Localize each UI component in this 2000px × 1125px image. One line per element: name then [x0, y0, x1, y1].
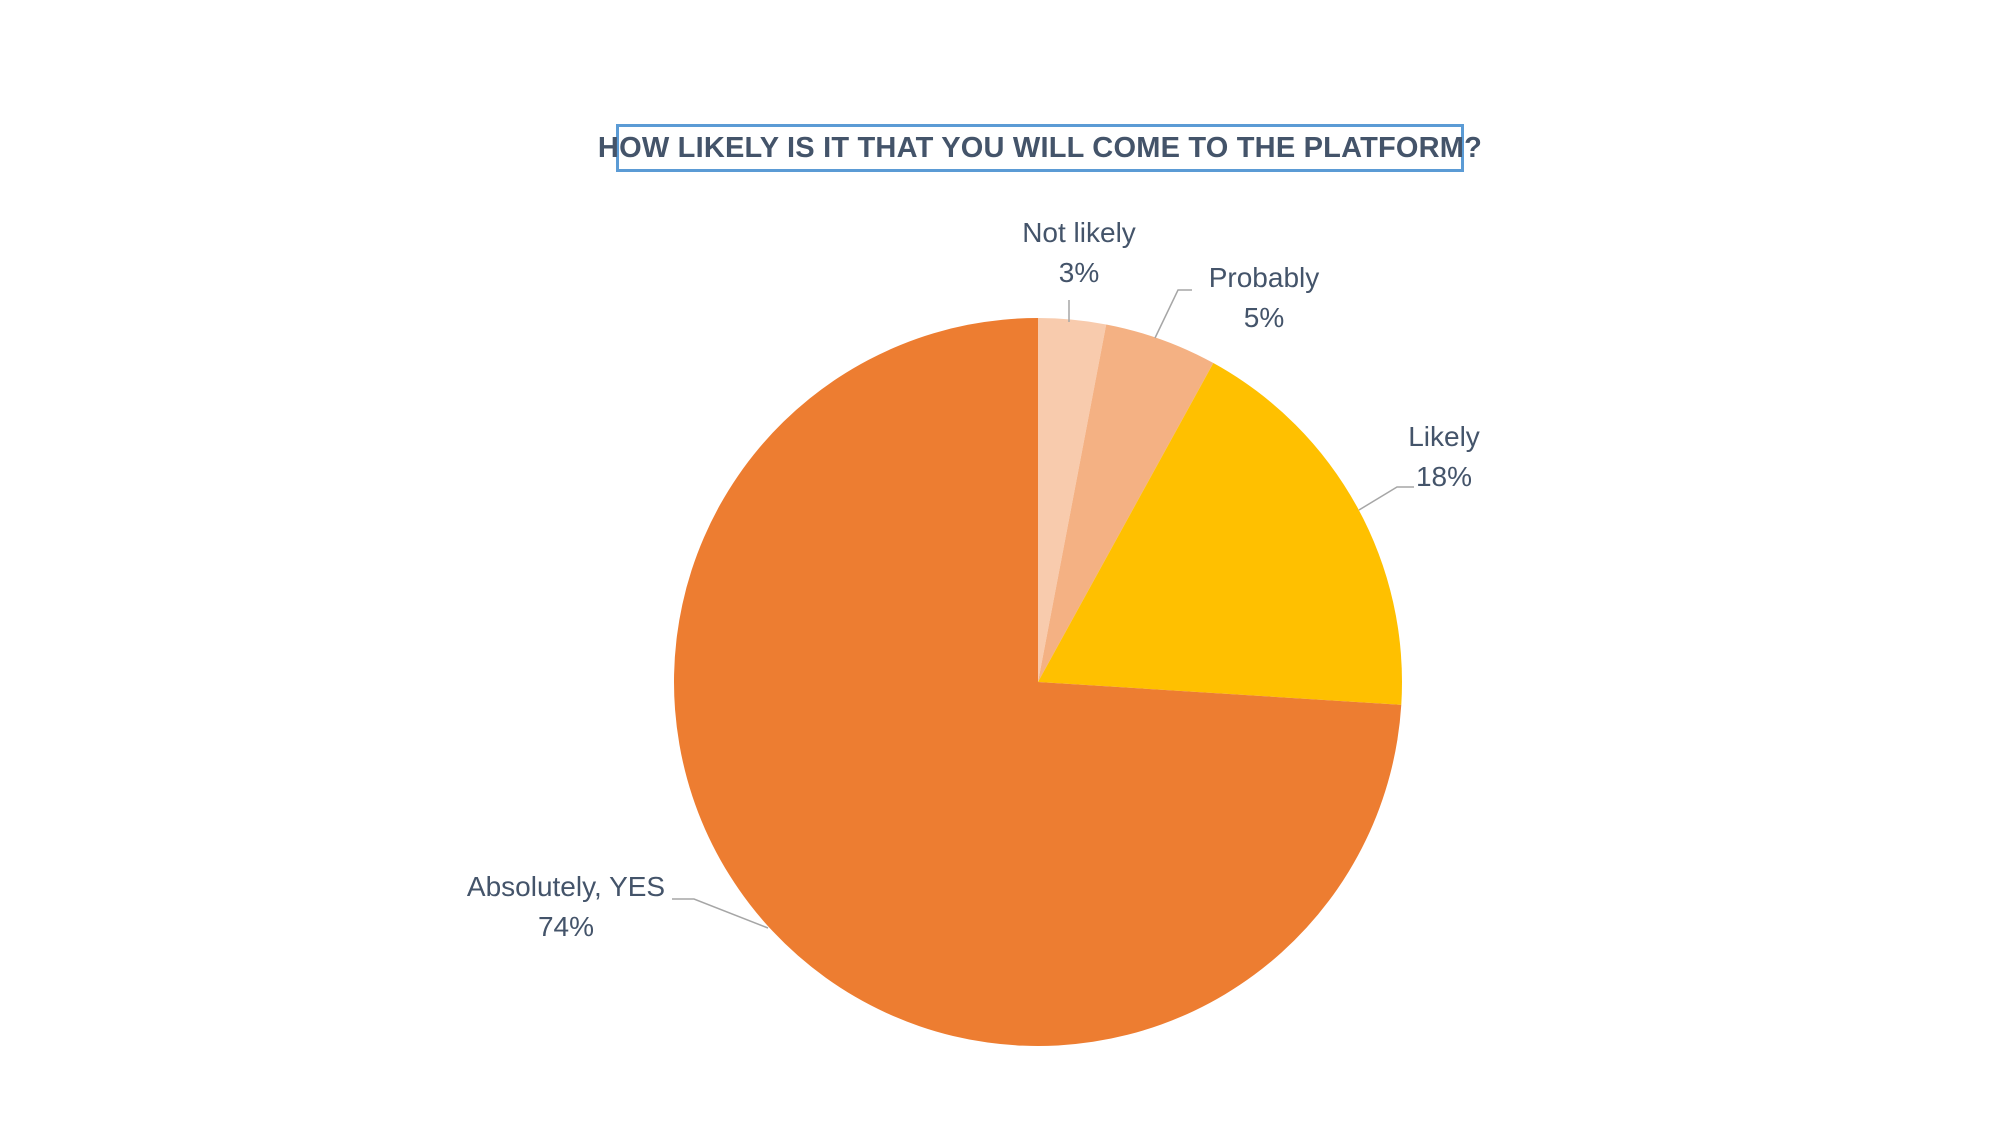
chart-title-text: HOW LIKELY IS IT THAT YOU WILL COME TO T…	[597, 131, 1483, 164]
leader-line-probably	[1154, 289, 1192, 339]
data-labels: Not likely 3% Probably 5% Likely 18% Absolutel…	[467, 217, 1480, 942]
data-label-category-probably: Probably	[1209, 262, 1320, 293]
pie-slice-likely	[1038, 363, 1402, 705]
leader-lines	[672, 289, 1414, 929]
pie-slice-probably	[1038, 324, 1214, 682]
pie-slice-not-likely	[1038, 318, 1107, 682]
data-label-category-likely: Likely	[1408, 421, 1480, 452]
chart-title: HOW LIKELY IS IT THAT YOU WILL COME TO T…	[598, 124, 1482, 172]
data-label-value-probably: 5%	[1244, 302, 1284, 333]
data-label-category-absolutely-yes: Absolutely, YES	[467, 871, 665, 902]
data-label-value-absolutely-yes: 74%	[538, 911, 594, 942]
leader-line-absolutely-yes	[672, 898, 769, 929]
data-label-category-not-likely: Not likely	[1022, 217, 1136, 248]
data-label-value-likely: 18%	[1416, 461, 1472, 492]
pie-slices	[674, 318, 1402, 1046]
pie-slice-absolutely-yes	[674, 318, 1402, 1046]
leader-line-likely	[1358, 486, 1414, 511]
data-label-value-not-likely: 3%	[1059, 257, 1099, 288]
